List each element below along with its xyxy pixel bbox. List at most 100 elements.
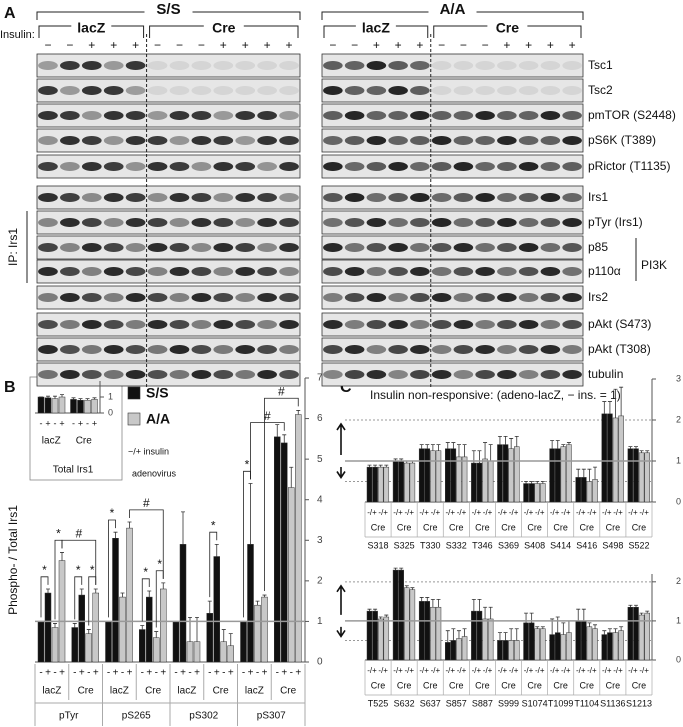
band (213, 345, 234, 354)
band (410, 345, 430, 354)
bar (404, 587, 410, 661)
x-tick-label: Cre (501, 522, 516, 532)
error-bar (524, 481, 529, 484)
x-tick-label: -/+ (419, 666, 429, 675)
x-tick-label: S414 (550, 540, 571, 550)
insulin-sign: + (395, 38, 402, 52)
x-tick-label: Cre (553, 522, 568, 532)
band (103, 218, 124, 227)
x-tick-label: lacZ (42, 686, 61, 697)
bar (471, 610, 477, 661)
x-tick-label: -/+ (378, 666, 388, 675)
x-tick-label: + (127, 668, 133, 679)
band (497, 293, 517, 302)
significance-label: * (42, 563, 47, 577)
band (38, 320, 58, 329)
x-tick-label: Cre (632, 680, 647, 690)
bar (377, 466, 384, 503)
error-bar (399, 567, 404, 571)
band (388, 293, 408, 302)
bar (581, 477, 587, 503)
band (38, 162, 58, 171)
band (431, 267, 452, 276)
y-tick-label: 1 (676, 615, 681, 625)
error-bar (645, 450, 650, 453)
band (125, 162, 146, 171)
band (60, 345, 80, 354)
y-tick-label: 0 (676, 496, 681, 506)
band (257, 370, 277, 379)
band (60, 243, 80, 252)
band (169, 345, 190, 354)
x-tick-label: Cre (78, 686, 95, 697)
significance-bracket (209, 531, 218, 598)
x-tick-label: Cre (475, 680, 490, 690)
band (38, 136, 58, 145)
bar (638, 452, 645, 503)
insulin-sign: − (351, 38, 358, 52)
insulin-sign: − (154, 38, 161, 52)
bar (37, 621, 45, 663)
blot-label: pAkt (S473) (588, 317, 651, 331)
band (60, 320, 80, 329)
error-bar (367, 608, 372, 612)
bar (254, 604, 261, 663)
error-bar (113, 531, 118, 539)
bar (612, 632, 619, 661)
band (103, 86, 124, 95)
x-tick-label: T1104 (574, 698, 599, 708)
group-label: pS265 (122, 711, 151, 722)
blot (36, 78, 301, 103)
error-bar (430, 599, 435, 608)
bar (261, 596, 268, 663)
band (191, 320, 212, 329)
caption: −/+ insulin (128, 446, 169, 456)
band (279, 86, 299, 95)
x-tick-label: -/+ (524, 666, 534, 675)
band (518, 111, 539, 120)
band (279, 136, 299, 145)
blot-label: pTyr (Irs1) (588, 215, 643, 229)
insulin-sign: − (198, 38, 205, 52)
band (279, 320, 299, 329)
x-tick-label: - (86, 418, 89, 428)
x-tick-label: -/+ (393, 666, 403, 675)
x-tick-label: S887 (472, 698, 493, 708)
band (540, 162, 561, 171)
bar (398, 460, 404, 503)
x-tick-label: -/+ (509, 666, 519, 675)
error-bar (154, 631, 159, 638)
band (344, 345, 365, 354)
x-tick-label: + (79, 668, 85, 679)
bar (601, 413, 608, 503)
bar (627, 606, 634, 661)
error-bar (576, 468, 581, 478)
bar (44, 592, 52, 663)
band (147, 162, 168, 171)
band (410, 136, 430, 145)
band (235, 86, 256, 95)
error-bar (53, 395, 57, 399)
band (191, 61, 212, 70)
x-tick-label: + (59, 668, 65, 679)
significance-bracket (250, 422, 285, 480)
x-tick-label: + (262, 668, 268, 679)
bar (92, 592, 99, 663)
y-tick-label: 4 (317, 494, 323, 505)
error-bar (373, 608, 378, 612)
blot (36, 154, 301, 179)
band (388, 61, 408, 70)
band (475, 293, 495, 302)
error-bar (93, 588, 98, 594)
band (540, 218, 561, 227)
band (366, 193, 387, 202)
bar (461, 636, 468, 661)
group-label: pS307 (257, 711, 286, 722)
bar (372, 466, 378, 503)
band (344, 61, 365, 70)
y-tick-label: 2 (676, 576, 681, 586)
band (169, 370, 190, 379)
blot (321, 235, 584, 260)
band (323, 345, 343, 354)
band (388, 193, 408, 202)
